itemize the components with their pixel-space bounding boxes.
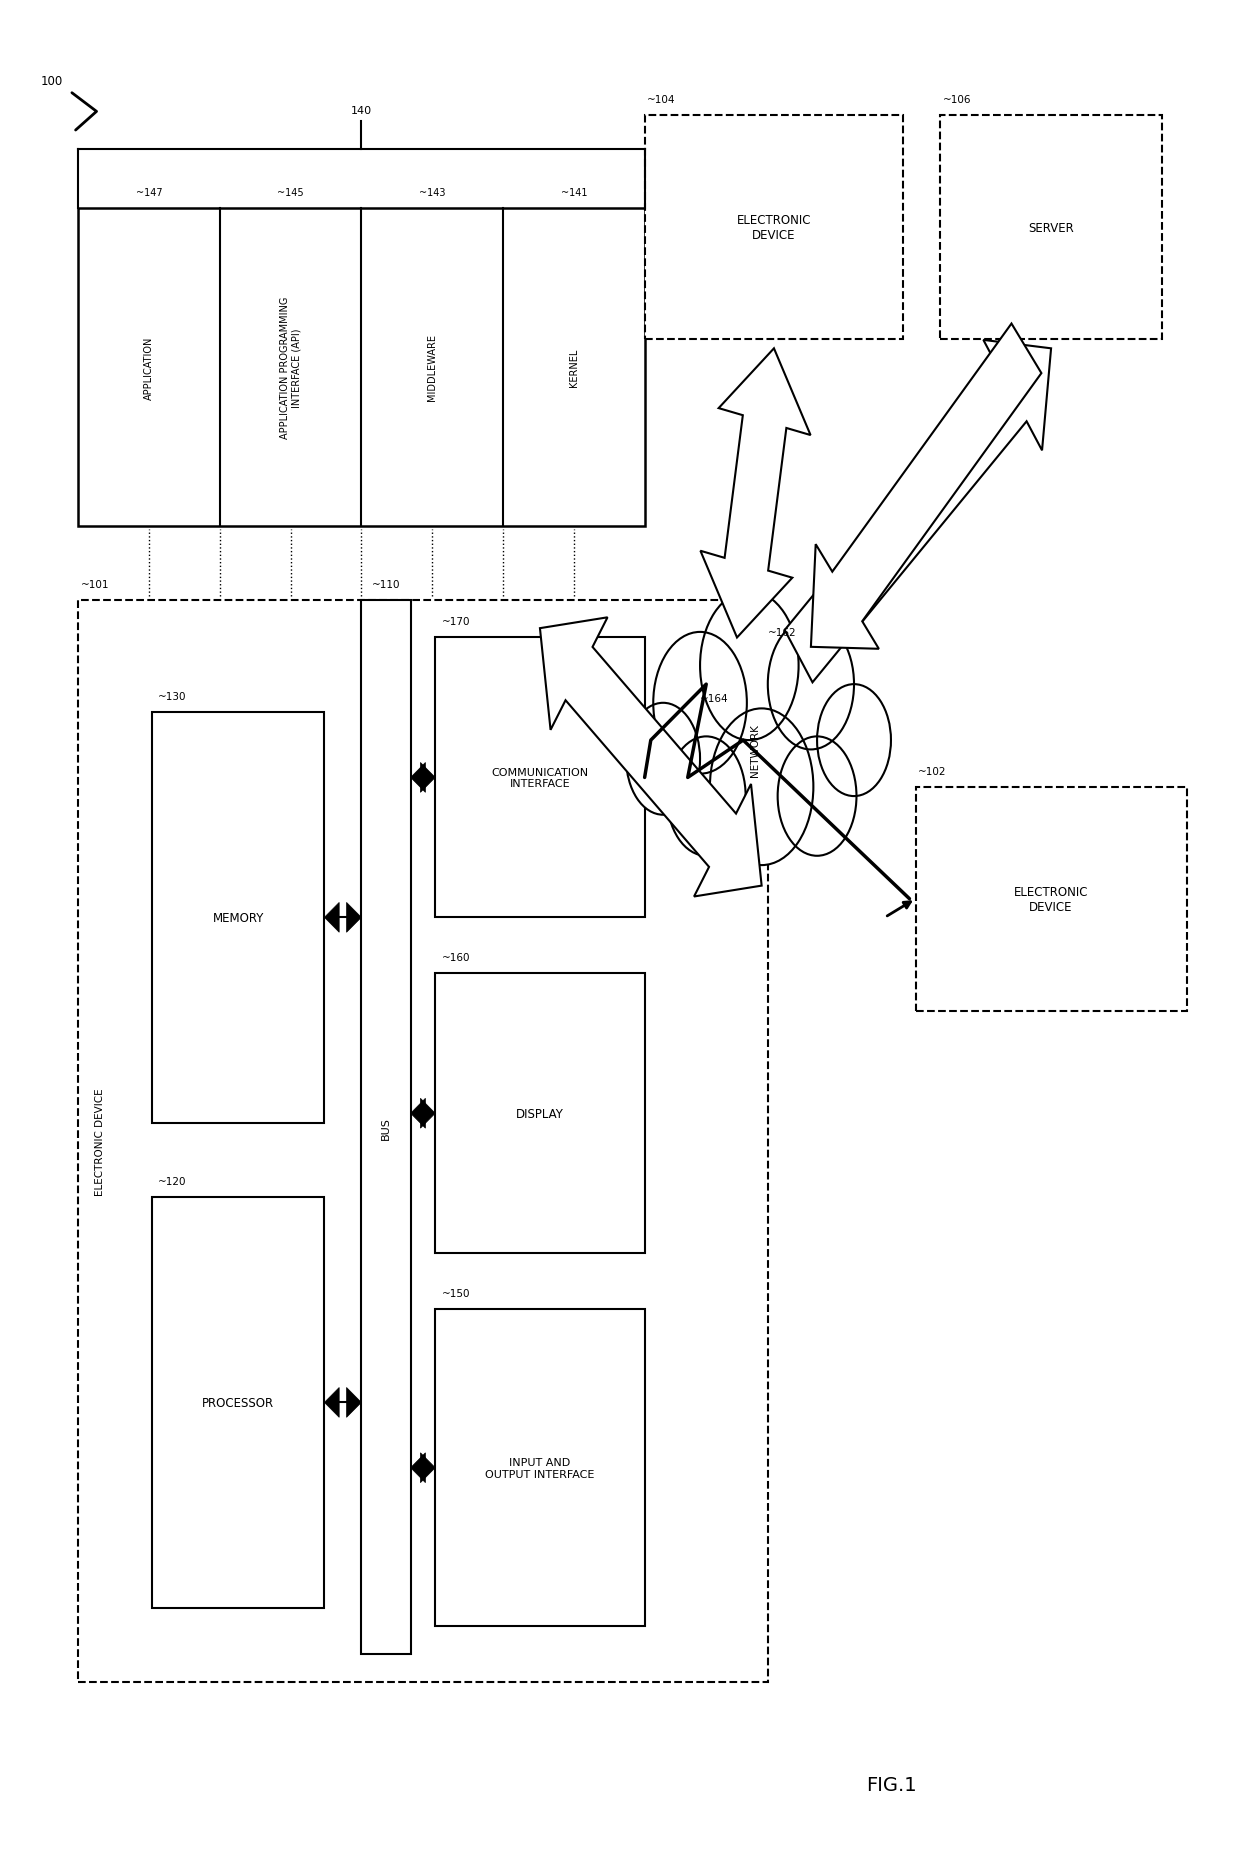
Text: ~104: ~104 (647, 96, 676, 105)
Text: ELECTRONIC
DEVICE: ELECTRONIC DEVICE (737, 214, 811, 242)
Circle shape (777, 736, 857, 856)
Text: MIDDLEWARE: MIDDLEWARE (427, 333, 438, 401)
Text: 100: 100 (41, 75, 63, 88)
Text: ~147: ~147 (135, 187, 162, 199)
Text: ~160: ~160 (441, 953, 470, 963)
Text: SERVER: SERVER (1028, 221, 1074, 234)
Text: ~110: ~110 (372, 579, 401, 590)
Polygon shape (811, 324, 1042, 650)
Circle shape (711, 710, 813, 865)
Bar (435, 1309, 645, 1626)
Circle shape (768, 620, 854, 749)
Bar (78, 601, 768, 1682)
Bar (915, 787, 1187, 1011)
Text: ELECTRONIC
DEVICE: ELECTRONIC DEVICE (1014, 886, 1089, 914)
Polygon shape (346, 903, 361, 933)
Text: ~164: ~164 (701, 693, 729, 704)
Bar (435, 639, 645, 918)
Text: ~143: ~143 (419, 187, 445, 199)
Circle shape (667, 736, 745, 856)
Text: NETWORK: NETWORK (750, 723, 760, 777)
Text: ~102: ~102 (918, 766, 946, 775)
Polygon shape (325, 903, 340, 933)
Text: PROCESSOR: PROCESSOR (202, 1395, 274, 1408)
Text: APPLICATION: APPLICATION (144, 335, 154, 399)
Text: DISPLAY: DISPLAY (516, 1107, 564, 1120)
Circle shape (626, 704, 701, 815)
Text: MEMORY: MEMORY (212, 912, 264, 925)
Circle shape (653, 633, 746, 774)
Polygon shape (420, 1099, 435, 1129)
Polygon shape (410, 1099, 425, 1129)
Bar (940, 116, 1162, 339)
Bar (645, 116, 903, 339)
Polygon shape (346, 1388, 361, 1418)
Bar (435, 974, 645, 1253)
Bar (78, 210, 645, 526)
Bar (153, 1197, 325, 1607)
Text: BUS: BUS (381, 1116, 391, 1139)
Polygon shape (701, 348, 811, 639)
Polygon shape (420, 762, 435, 792)
Polygon shape (420, 1453, 435, 1483)
Text: ~162: ~162 (768, 627, 796, 639)
Text: APPLICATION PROGRAMMING
INTERFACE (API): APPLICATION PROGRAMMING INTERFACE (API) (280, 296, 301, 438)
Text: ELECTRONIC DEVICE: ELECTRONIC DEVICE (95, 1088, 105, 1195)
Polygon shape (539, 618, 761, 897)
Text: COMMUNICATION
INTERFACE: COMMUNICATION INTERFACE (491, 768, 589, 789)
Text: ~106: ~106 (942, 96, 971, 105)
Text: ~150: ~150 (441, 1289, 470, 1298)
Polygon shape (325, 1388, 340, 1418)
Text: ~130: ~130 (159, 691, 187, 702)
Circle shape (701, 592, 799, 740)
Text: ~170: ~170 (441, 616, 470, 627)
Circle shape (817, 686, 892, 796)
Text: FIG.1: FIG.1 (866, 1776, 916, 1794)
Text: ~120: ~120 (159, 1176, 187, 1186)
Polygon shape (785, 341, 1052, 684)
Text: INPUT AND
OUTPUT INTERFACE: INPUT AND OUTPUT INTERFACE (485, 1457, 595, 1478)
Bar (361, 601, 410, 1654)
Text: ~141: ~141 (560, 187, 587, 199)
Polygon shape (410, 762, 425, 792)
Text: 140: 140 (351, 107, 372, 116)
Bar (153, 714, 325, 1124)
Polygon shape (410, 1453, 425, 1483)
Text: KERNEL: KERNEL (569, 348, 579, 388)
Text: ~101: ~101 (81, 579, 109, 590)
Text: ~145: ~145 (278, 187, 304, 199)
